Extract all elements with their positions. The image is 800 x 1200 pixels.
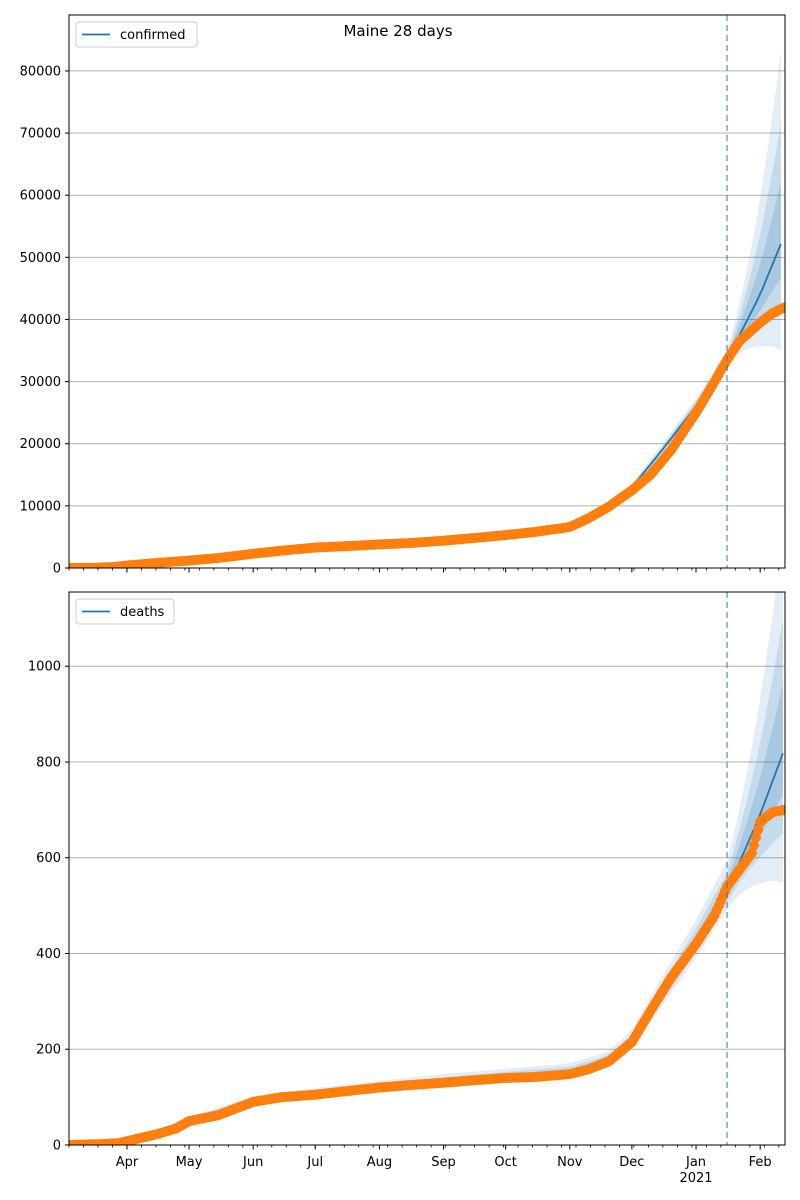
uncertainty-band bbox=[569, 123, 781, 528]
axes-frame bbox=[68, 591, 786, 1146]
y-tick-label: 50000 bbox=[20, 251, 61, 266]
y-tick-label: 30000 bbox=[20, 375, 61, 390]
deaths-panel: 0 200 400 600 800 1000 Apr May Jun Jul Aug Sep Oct No… bbox=[28, 591, 786, 1186]
confirmed-panel: 0 10000 20000 30000 40000 50000 60000 70000 8000… bbox=[20, 14, 786, 577]
x-tick-label: Feb bbox=[749, 1155, 772, 1170]
observed-point bbox=[753, 824, 764, 835]
x-tick-label: Aug bbox=[367, 1155, 392, 1170]
axes-frame bbox=[68, 14, 786, 569]
plot-body bbox=[69, 50, 785, 568]
x-tick-sublabel: 2021 bbox=[679, 1171, 712, 1186]
y-tick-label: 80000 bbox=[20, 64, 61, 79]
legend-label: confirmed bbox=[120, 28, 186, 43]
y-tick-label: 1000 bbox=[28, 660, 61, 675]
x-tick-label: Sep bbox=[431, 1155, 456, 1170]
observed-point bbox=[746, 847, 757, 858]
x-tick-label: Oct bbox=[494, 1155, 516, 1170]
y-tick-label: 0 bbox=[53, 562, 61, 577]
y-tick-label: 60000 bbox=[20, 189, 61, 204]
observed-point bbox=[751, 832, 761, 843]
y-tick-label: 0 bbox=[53, 1139, 61, 1154]
y-tick-label: 400 bbox=[36, 947, 61, 962]
x-tick-label: Jan bbox=[685, 1155, 706, 1170]
legend: confirmed bbox=[75, 21, 198, 48]
y-tick-label: 40000 bbox=[20, 313, 61, 328]
y-tick-label: 70000 bbox=[20, 127, 61, 142]
y-tick-label: 10000 bbox=[20, 499, 61, 514]
y-tick-label: 200 bbox=[36, 1043, 61, 1058]
legend-label: deaths bbox=[120, 605, 165, 620]
y-tick-label: 600 bbox=[36, 851, 61, 866]
x-tick-label: May bbox=[176, 1155, 203, 1170]
x-tick-label: Jun bbox=[242, 1155, 263, 1170]
legend-box bbox=[75, 21, 198, 48]
figure-title: Maine 28 days bbox=[343, 22, 452, 40]
x-tick-label: Dec bbox=[619, 1155, 644, 1170]
x-tick-label: Jul bbox=[306, 1155, 323, 1170]
x-tick-label: Nov bbox=[557, 1155, 583, 1170]
observed-point bbox=[749, 840, 759, 851]
legend-box bbox=[75, 598, 175, 625]
legend: deaths bbox=[75, 598, 175, 625]
observed-point bbox=[780, 302, 785, 312]
y-tick-label: 800 bbox=[36, 755, 61, 770]
y-tick-label: 20000 bbox=[20, 437, 61, 452]
x-tick-label: Apr bbox=[116, 1155, 139, 1170]
plot-body bbox=[69, 592, 785, 1145]
observed-point bbox=[780, 804, 785, 815]
